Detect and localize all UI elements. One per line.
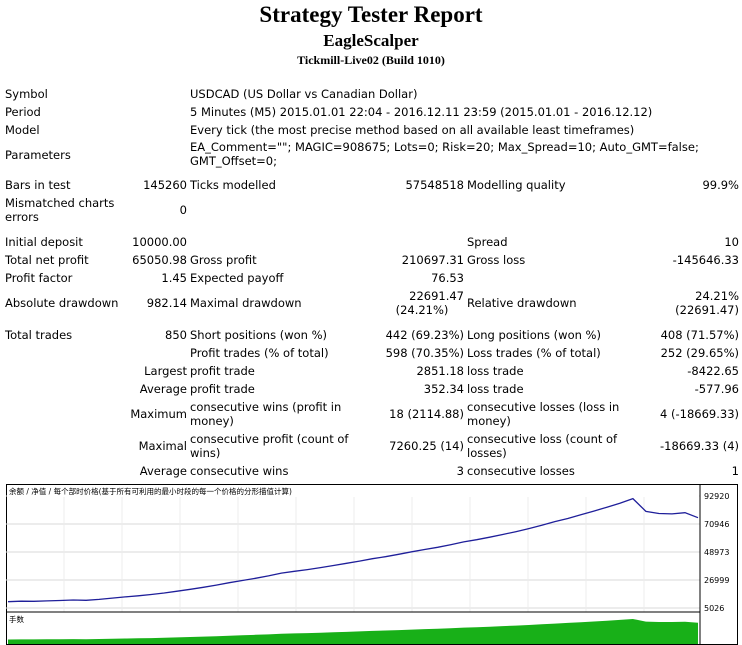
volume-area bbox=[8, 619, 698, 644]
average-loss-label: loss trade bbox=[467, 382, 524, 396]
maximal-consecutive-loss-label-1: consecutive loss (count of bbox=[467, 432, 618, 446]
max-consecutive-losses-label-1: consecutive losses (loss in bbox=[467, 400, 620, 414]
profit-factor-value: 1.45 bbox=[161, 271, 187, 285]
max-consecutive-wins-label-2: money) bbox=[190, 414, 234, 428]
y-tick-label: 92920 bbox=[704, 492, 729, 501]
largest-profit-label: profit trade bbox=[190, 364, 255, 378]
max-consecutive-losses-value: 4 (-18669.33) bbox=[660, 407, 739, 421]
expected-payoff-value: 76.53 bbox=[431, 271, 464, 285]
largest-loss-value: -8422.65 bbox=[687, 364, 739, 378]
total-trades-label: Total trades bbox=[5, 328, 73, 342]
long-positions-label: Long positions (won %) bbox=[467, 328, 601, 342]
relative-drawdown-percent: 24.21% bbox=[695, 289, 739, 303]
max-consecutive-wins-value: 18 (2114.88) bbox=[389, 407, 464, 421]
chart-legend: 余额 / 净值 / 每个部时价格(基于所有可利用的最小时段的每一个价格的分形描值… bbox=[9, 486, 292, 496]
server-build: Tickmill-Live02 (Build 1010) bbox=[297, 53, 445, 67]
parameters-value-line1: EA_Comment=""; MAGIC=908675; Lots=0; Ris… bbox=[190, 140, 699, 154]
maximal-consecutive-loss-label-2: losses) bbox=[467, 446, 507, 460]
parameters-value-line2: GMT_Offset=0; bbox=[190, 154, 277, 168]
largest-loss-label: loss trade bbox=[467, 364, 524, 378]
balance-line bbox=[7, 497, 699, 603]
spread-label: Spread bbox=[467, 235, 508, 249]
y-tick-label: 5026 bbox=[704, 604, 724, 613]
parameters-label: Parameters bbox=[5, 148, 71, 162]
expected-payoff-label: Expected payoff bbox=[190, 271, 284, 285]
balance-chart: 余额 / 净值 / 每个部时价格(基于所有可利用的最小时段的每一个价格的分形描值… bbox=[6, 484, 738, 645]
relative-drawdown-value: (22691.47) bbox=[675, 303, 739, 317]
largest-profit-value: 2851.18 bbox=[416, 364, 464, 378]
chart-frame bbox=[6, 484, 738, 645]
average-label: Average bbox=[139, 382, 187, 396]
short-positions-label: Short positions (won %) bbox=[190, 328, 328, 342]
quality-label: Modelling quality bbox=[467, 178, 566, 192]
maximal-consecutive-profit-label-2: wins) bbox=[190, 446, 221, 460]
symbol-label: Symbol bbox=[5, 87, 48, 101]
y-tick-label: 70946 bbox=[704, 520, 729, 529]
net-profit-value: 65050.98 bbox=[132, 253, 187, 267]
maximal-consecutive-profit-value: 7260.25 (14) bbox=[389, 439, 464, 453]
maximal-drawdown-label: Maximal drawdown bbox=[190, 296, 302, 310]
maximum-label: Maximum bbox=[130, 407, 187, 421]
lot-panel-label: 手数 bbox=[9, 614, 24, 624]
ticks-label: Ticks modelled bbox=[190, 178, 276, 192]
model-label: Model bbox=[5, 123, 40, 137]
legend-background bbox=[7, 485, 699, 497]
max-consecutive-wins-label-1: consecutive wins (profit in bbox=[190, 400, 342, 414]
maximal-label: Maximal bbox=[138, 439, 187, 453]
profit-trades-value: 598 (70.35%) bbox=[385, 346, 464, 360]
average-consecutive-wins-label: consecutive wins bbox=[190, 464, 289, 478]
maximal-consecutive-profit-label-1: consecutive profit (count of bbox=[190, 432, 349, 446]
period-value: 5 Minutes (M5) 2015.01.01 22:04 - 2016.1… bbox=[190, 105, 653, 119]
relative-drawdown-label: Relative drawdown bbox=[467, 296, 577, 310]
bars-value: 145260 bbox=[143, 178, 187, 192]
net-profit-label: Total net profit bbox=[5, 253, 89, 267]
mismatch-label-2: errors bbox=[5, 210, 39, 224]
spread-value: 10 bbox=[724, 235, 739, 249]
absolute-drawdown-label: Absolute drawdown bbox=[5, 296, 119, 310]
short-positions-value: 442 (69.23%) bbox=[385, 328, 464, 342]
total-trades-value: 850 bbox=[165, 328, 187, 342]
loss-trades-value: 252 (29.65%) bbox=[660, 346, 739, 360]
y-axis: 92920 70946 48973 26999 5026 bbox=[704, 492, 729, 613]
model-value: Every tick (the most precise method base… bbox=[190, 123, 635, 137]
maximal-drawdown-percent: (24.21%) bbox=[395, 303, 449, 317]
gross-loss-value: -145646.33 bbox=[672, 253, 739, 267]
maximal-drawdown-value: 22691.47 bbox=[409, 289, 464, 303]
largest-label: Largest bbox=[144, 364, 187, 378]
average-profit-label: profit trade bbox=[190, 382, 255, 396]
gross-profit-value: 210697.31 bbox=[401, 253, 464, 267]
initial-deposit-label: Initial deposit bbox=[5, 235, 83, 249]
period-label: Period bbox=[5, 105, 41, 119]
initial-deposit-value: 10000.00 bbox=[132, 235, 187, 249]
symbol-value: USDCAD (US Dollar vs Canadian Dollar) bbox=[190, 87, 418, 101]
mismatch-label-1: Mismatched charts bbox=[5, 196, 115, 210]
gross-loss-label: Gross loss bbox=[467, 253, 526, 267]
maximal-consecutive-loss-value: -18669.33 (4) bbox=[660, 439, 739, 453]
y-tick-label: 26999 bbox=[704, 576, 729, 585]
profit-trades-label: Profit trades (% of total) bbox=[190, 346, 329, 360]
average-consecutive-label: Average bbox=[139, 464, 187, 478]
loss-trades-label: Loss trades (% of total) bbox=[467, 346, 601, 360]
quality-value: 99.9% bbox=[702, 178, 739, 192]
ticks-value: 57548518 bbox=[405, 178, 464, 192]
average-consecutive-wins-value: 3 bbox=[456, 464, 464, 478]
long-positions-value: 408 (71.57%) bbox=[660, 328, 739, 342]
gross-profit-label: Gross profit bbox=[190, 253, 257, 267]
average-loss-value: -577.96 bbox=[694, 382, 739, 396]
average-consecutive-losses-label: consecutive losses bbox=[467, 464, 575, 478]
expert-advisor-name: EagleScalper bbox=[323, 31, 419, 50]
y-tick-label: 48973 bbox=[704, 548, 729, 557]
average-consecutive-losses-value: 1 bbox=[731, 464, 739, 478]
report-title: Strategy Tester Report bbox=[259, 2, 483, 27]
mismatch-value: 0 bbox=[179, 203, 187, 217]
profit-factor-label: Profit factor bbox=[5, 271, 73, 285]
average-profit-value: 352.34 bbox=[423, 382, 464, 396]
bars-label: Bars in test bbox=[5, 178, 71, 192]
max-consecutive-losses-label-2: money) bbox=[467, 414, 511, 428]
absolute-drawdown-value: 982.14 bbox=[146, 296, 187, 310]
